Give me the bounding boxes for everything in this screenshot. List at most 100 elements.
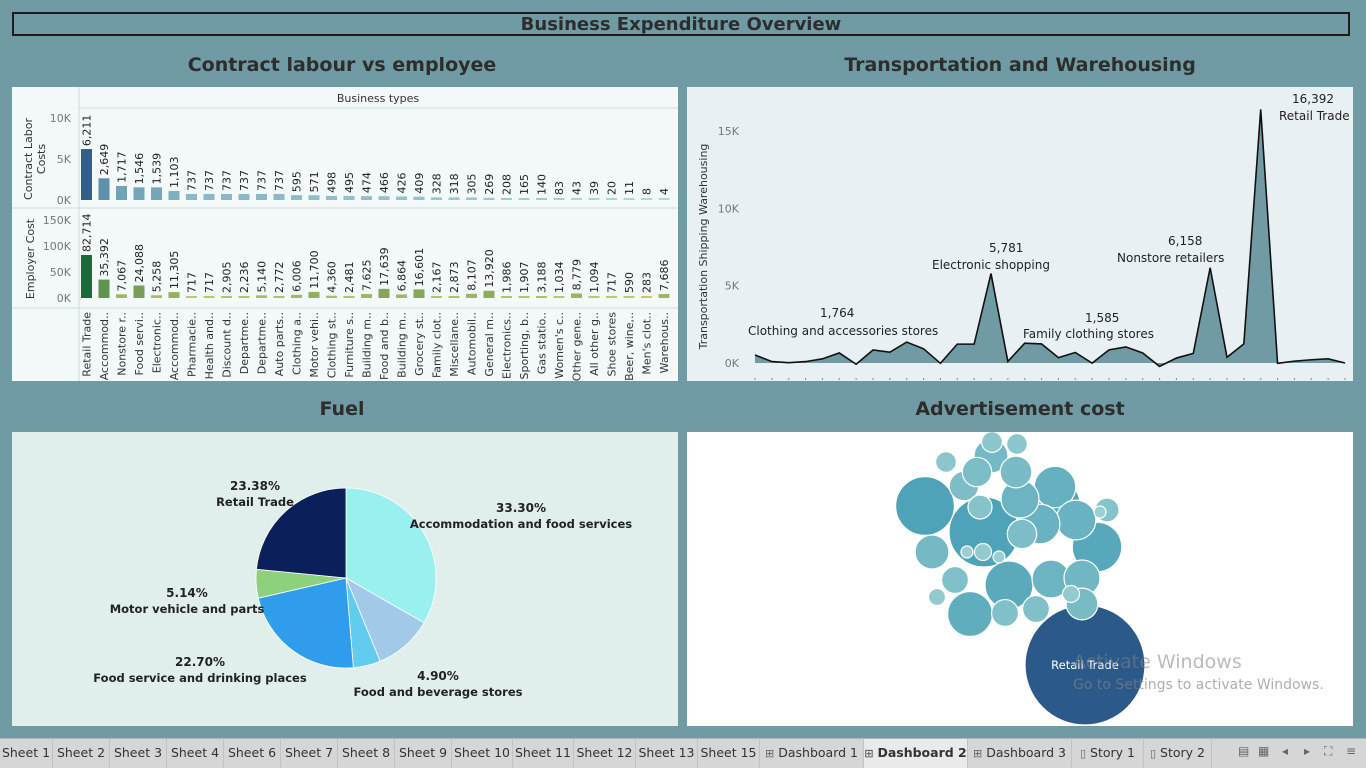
contract-bar[interactable] xyxy=(518,198,530,200)
tab-sheet-2[interactable]: Sheet 2 xyxy=(53,739,110,768)
tab-dashboard-1[interactable]: ⊞ Dashboard 1 xyxy=(760,739,864,768)
contract-bar[interactable] xyxy=(641,198,652,200)
contract-bar[interactable] xyxy=(501,198,512,200)
ad-bubble[interactable] xyxy=(992,550,1006,564)
ad-bubble[interactable] xyxy=(1061,584,1081,604)
employer-bar[interactable] xyxy=(256,295,267,298)
employer-bar[interactable] xyxy=(483,290,495,298)
pie-slice[interactable] xyxy=(255,487,347,579)
ad-bubble[interactable] xyxy=(973,542,993,562)
contract-bar[interactable] xyxy=(186,193,197,200)
tab-story-1[interactable]: ▯ Story 1 xyxy=(1072,739,1144,768)
contract-bar[interactable] xyxy=(448,197,460,200)
contract-bar[interactable] xyxy=(151,187,162,200)
employer-bar[interactable] xyxy=(536,296,547,298)
employer-bar[interactable] xyxy=(273,296,285,298)
contract-bar[interactable] xyxy=(308,195,320,200)
tab-story-2[interactable]: ▯ Story 2 xyxy=(1144,739,1212,768)
tab-dashboard-3[interactable]: ⊞ Dashboard 3 xyxy=(968,739,1072,768)
contract-bar[interactable] xyxy=(221,193,232,200)
tab-sheet-8[interactable]: Sheet 8 xyxy=(338,739,395,768)
ad-bubble[interactable] xyxy=(1055,499,1097,541)
contract-bar[interactable] xyxy=(483,197,495,200)
ad-bubble[interactable] xyxy=(1006,518,1038,550)
contract-bar[interactable] xyxy=(466,197,477,200)
employer-bar[interactable] xyxy=(448,296,460,298)
tab-sheet-9[interactable]: Sheet 9 xyxy=(395,739,452,768)
employer-bar[interactable] xyxy=(203,296,215,298)
employer-bar[interactable] xyxy=(186,296,197,298)
tab-sheet-7[interactable]: Sheet 7 xyxy=(281,739,338,768)
employer-bar[interactable] xyxy=(98,279,110,298)
employer-bar[interactable] xyxy=(308,291,320,298)
ad-bubble[interactable] xyxy=(940,565,970,595)
contract-bar[interactable] xyxy=(98,178,110,200)
employer-bar[interactable] xyxy=(378,288,390,298)
contract-bar[interactable] xyxy=(361,196,372,200)
ad-bubble[interactable] xyxy=(990,598,1020,628)
employer-bar[interactable] xyxy=(343,296,355,298)
ad-bubble[interactable] xyxy=(927,587,947,607)
transport-area-chart[interactable]: 15K 10K 5K 0K Transportation Shipping Wareho… xyxy=(687,87,1353,381)
contract-bar[interactable] xyxy=(536,198,547,200)
pie-slice[interactable] xyxy=(257,577,354,669)
employer-bar[interactable] xyxy=(168,292,180,298)
ad-bubble[interactable] xyxy=(981,432,1003,453)
contract-bar[interactable] xyxy=(571,198,582,200)
tab-sheet-3[interactable]: Sheet 3 xyxy=(110,739,167,768)
employer-bar[interactable] xyxy=(413,289,425,298)
contract-bar[interactable] xyxy=(378,196,390,200)
employer-bar[interactable] xyxy=(501,296,512,298)
employer-bar[interactable] xyxy=(81,254,92,298)
employer-bar[interactable] xyxy=(291,294,302,298)
contract-bar[interactable] xyxy=(238,193,250,200)
next-tab-icon[interactable]: ▸ xyxy=(1304,744,1311,758)
employer-bar[interactable] xyxy=(641,296,652,298)
tab-sheet-6[interactable]: Sheet 6 xyxy=(224,739,281,768)
tab-sheet-11[interactable]: Sheet 11 xyxy=(513,739,574,768)
contract-bar[interactable] xyxy=(588,198,600,200)
ad-bubble[interactable] xyxy=(946,590,994,638)
contract-bar[interactable] xyxy=(256,193,267,200)
employer-bar[interactable] xyxy=(151,295,162,298)
employer-bar[interactable] xyxy=(623,296,635,298)
ad-bubble[interactable] xyxy=(1093,505,1107,519)
employer-bar[interactable] xyxy=(431,296,442,298)
ad-bubble[interactable] xyxy=(1006,433,1028,455)
contract-bar[interactable] xyxy=(413,196,425,200)
employer-bar[interactable] xyxy=(116,294,127,298)
employer-bar[interactable] xyxy=(221,296,232,298)
employer-bar[interactable] xyxy=(326,295,337,298)
contract-bar[interactable] xyxy=(606,198,617,200)
ad-bubble[interactable] xyxy=(895,476,955,536)
ad-bubble[interactable] xyxy=(914,534,950,570)
ad-bubble[interactable] xyxy=(960,545,974,559)
tab-sheet-12[interactable]: Sheet 12 xyxy=(574,739,636,768)
tab-sheet-10[interactable]: Sheet 10 xyxy=(452,739,513,768)
prev-tab-icon[interactable]: ◂ xyxy=(1282,744,1289,758)
employer-bar[interactable] xyxy=(588,296,600,298)
contract-bar[interactable] xyxy=(291,195,302,200)
contract-bar[interactable] xyxy=(326,195,337,200)
employer-bar[interactable] xyxy=(238,296,250,298)
employer-bar[interactable] xyxy=(133,285,145,298)
employer-bar[interactable] xyxy=(361,294,372,298)
contract-bar[interactable] xyxy=(623,198,635,200)
menu-icon[interactable]: ≡ xyxy=(1346,744,1357,758)
contract-bar[interactable] xyxy=(431,197,442,200)
contract-bar[interactable] xyxy=(116,185,127,200)
ad-bubble[interactable] xyxy=(961,456,993,488)
tab-dashboard-2[interactable]: ⊞ Dashboard 2 xyxy=(864,739,968,768)
contract-bar[interactable] xyxy=(396,196,407,200)
ad-bubble[interactable] xyxy=(1021,594,1051,624)
tab-sheet-15[interactable]: Sheet 15 xyxy=(698,739,760,768)
contract-bar[interactable] xyxy=(553,198,565,200)
employer-bar[interactable] xyxy=(658,294,670,298)
contract-bar[interactable] xyxy=(203,193,215,200)
employer-bar[interactable] xyxy=(571,293,582,298)
employer-bar[interactable] xyxy=(553,296,565,298)
fit-icon[interactable]: ⛶ xyxy=(1324,744,1333,758)
contract-labour-chart[interactable]: Business types 10K 5K 0K Contract LaborCosts… xyxy=(12,87,678,381)
contract-bar[interactable] xyxy=(658,198,670,200)
ad-bubble[interactable] xyxy=(967,494,993,520)
